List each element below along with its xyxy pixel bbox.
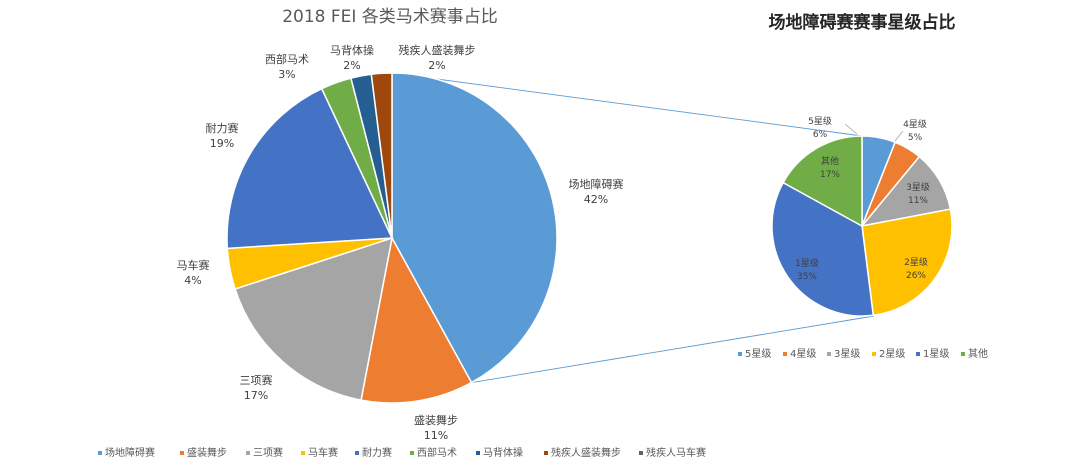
connector-top-line xyxy=(391,72,863,137)
main-label-value: 2% xyxy=(343,59,360,72)
star-legend-swatch xyxy=(961,352,965,356)
main-legend-item: 耐力赛 xyxy=(362,446,392,459)
main-legend-swatch xyxy=(180,451,184,455)
star-leader-line xyxy=(894,130,904,142)
star-label-name: 3星级 xyxy=(906,181,930,193)
main-legend-swatch xyxy=(639,451,643,455)
main-label-name: 场地障碍赛 xyxy=(569,177,624,191)
main-label-name: 西部马术 xyxy=(265,52,309,66)
star-label-value: 5% xyxy=(908,133,923,143)
main-label-value: 4% xyxy=(184,274,201,287)
star-label-name: 5星级 xyxy=(808,115,832,127)
star-label-name: 4星级 xyxy=(903,118,927,130)
main-legend-item: 场地障碍赛 xyxy=(105,446,155,459)
main-legend-swatch xyxy=(476,451,480,455)
connector-lines xyxy=(391,72,875,384)
star-legend-swatch xyxy=(738,352,742,356)
main-label-value: 17% xyxy=(244,389,268,402)
star-leader-line xyxy=(844,123,858,135)
star-legend-item: 4星级 xyxy=(790,348,816,360)
star-level-pie xyxy=(771,135,953,317)
main-pie xyxy=(226,72,558,404)
main-label-value: 19% xyxy=(210,137,234,150)
star-label-value: 17% xyxy=(820,170,840,180)
main-legend-swatch xyxy=(98,451,102,455)
star-legend-swatch xyxy=(827,352,831,356)
main-label-name: 耐力赛 xyxy=(206,121,239,135)
star-pie-labels: 5星级 6% 4星级 5% 3星级 11% 2星级 26% 1星级 35% 其他 17% xyxy=(795,115,930,282)
main-legend-item: 三项赛 xyxy=(253,446,283,459)
main-legend-swatch xyxy=(410,451,414,455)
main-slice-4 xyxy=(226,87,394,250)
main-chart-title: 2018 FEI 各类马术赛事占比 xyxy=(282,6,498,27)
main-label-name: 三项赛 xyxy=(240,373,273,387)
star-label-name: 1星级 xyxy=(795,257,819,269)
star-slice-4 xyxy=(771,181,875,317)
star-legend-item: 3星级 xyxy=(834,348,860,360)
main-label-value: 3% xyxy=(278,68,295,81)
star-legend-item: 其他 xyxy=(968,347,988,360)
star-label-value: 6% xyxy=(813,130,828,140)
connector-bottom-line xyxy=(471,315,875,384)
main-legend-item: 马车赛 xyxy=(308,446,338,459)
main-label-value: 11% xyxy=(424,429,448,442)
star-legend-swatch xyxy=(916,352,920,356)
main-label-name: 马背体操 xyxy=(330,43,374,57)
main-label-value: 2% xyxy=(428,59,445,72)
star-label-value: 26% xyxy=(906,271,926,281)
star-label-name: 2星级 xyxy=(904,256,928,268)
star-slice-3 xyxy=(861,208,953,317)
star-legend-swatch xyxy=(872,352,876,356)
main-legend-swatch xyxy=(301,451,305,455)
main-legend-item: 残疾人马车赛 xyxy=(646,446,706,459)
main-label-name: 残疾人盛装舞步 xyxy=(399,43,476,57)
star-chart-title: 场地障碍赛赛事星级占比 xyxy=(769,12,956,33)
main-pie-labels: 场地障碍赛 42% 盛装舞步 11% 三项赛 17% 马车赛 4% 耐力赛 19% 西部马术 3% 马背… xyxy=(177,43,624,442)
main-legend-item: 残疾人盛装舞步 xyxy=(551,446,621,459)
star-legend: 5星级 4星级 3星级 2星级 1星级 其他 xyxy=(738,347,988,360)
main-slice-7 xyxy=(370,72,393,239)
main-legend: 场地障碍赛 盛装舞步 三项赛 马车赛 耐力赛 西部马术 马背体操 残疾人盛装舞步 残疾人马车赛 xyxy=(98,446,706,459)
main-legend-item: 盛装舞步 xyxy=(187,446,227,459)
main-legend-item: 西部马术 xyxy=(417,446,457,459)
star-legend-item: 5星级 xyxy=(745,348,771,360)
star-legend-item: 2星级 xyxy=(879,348,905,360)
main-legend-item: 马背体操 xyxy=(483,446,523,459)
main-label-name: 盛装舞步 xyxy=(414,413,458,427)
star-label-name: 其他 xyxy=(821,155,839,167)
main-label-name: 马车赛 xyxy=(177,258,210,272)
main-slice-0 xyxy=(391,72,558,384)
main-legend-swatch xyxy=(544,451,548,455)
main-legend-swatch xyxy=(246,451,250,455)
star-label-value: 35% xyxy=(797,272,817,282)
star-slice-5 xyxy=(782,135,863,228)
star-legend-swatch xyxy=(783,352,787,356)
star-label-value: 11% xyxy=(908,196,928,206)
main-slice-2 xyxy=(234,236,393,401)
main-label-value: 42% xyxy=(584,193,608,206)
main-legend-swatch xyxy=(355,451,359,455)
star-legend-item: 1星级 xyxy=(923,348,949,360)
main-slice-1 xyxy=(360,235,473,404)
